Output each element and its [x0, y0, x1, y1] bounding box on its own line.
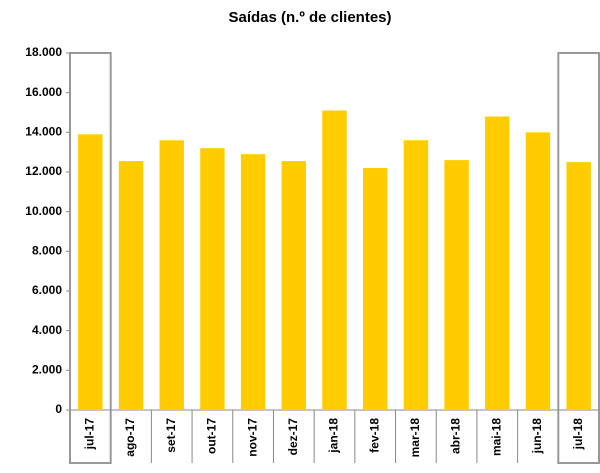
- x-tick-label: mar-18: [408, 418, 422, 458]
- y-tick-label: 12.000: [25, 164, 62, 178]
- bar: [403, 140, 429, 410]
- bar: [78, 134, 103, 411]
- x-tick-label: mai-18: [489, 418, 503, 456]
- bar: [322, 110, 347, 411]
- x-tick-label: dez-17: [286, 418, 300, 456]
- x-tick-label: ago-17: [123, 418, 137, 457]
- x-tick-label: nov-17: [245, 418, 259, 457]
- x-tick-label: jun-18: [530, 418, 544, 455]
- y-tick-label: 0: [55, 402, 62, 416]
- x-tick-label: jul-17: [83, 418, 97, 451]
- y-tick-label: 14.000: [25, 125, 62, 139]
- bar: [362, 168, 388, 410]
- x-tick-label: abr-18: [449, 418, 463, 454]
- bar: [485, 116, 510, 410]
- bar: [200, 148, 225, 410]
- chart-title: Saídas (n.º de clientes): [228, 9, 391, 26]
- bar: [525, 132, 551, 411]
- bar: [444, 160, 469, 410]
- bar: [281, 161, 307, 410]
- x-tick-label: set-17: [164, 418, 178, 453]
- y-tick-label: 2.000: [32, 363, 62, 377]
- bar: [566, 162, 591, 410]
- y-tick-label: 10.000: [25, 204, 62, 218]
- y-tick-label: 6.000: [32, 283, 62, 297]
- highlight-frame: [557, 52, 600, 464]
- y-tick-label: 18.000: [25, 45, 62, 59]
- y-tick-label: 4.000: [32, 323, 62, 337]
- x-tick-label: out-17: [205, 418, 219, 454]
- y-tick-label: 8.000: [32, 244, 62, 258]
- highlight-frame: [69, 52, 112, 464]
- bar: [118, 161, 144, 410]
- bar: [240, 154, 266, 410]
- bar: [159, 140, 184, 410]
- y-tick-label: 16.000: [25, 85, 62, 99]
- x-tick-label: jan-18: [327, 418, 341, 454]
- x-tick-label: fev-18: [367, 418, 381, 453]
- x-tick-label: jul-18: [571, 418, 585, 451]
